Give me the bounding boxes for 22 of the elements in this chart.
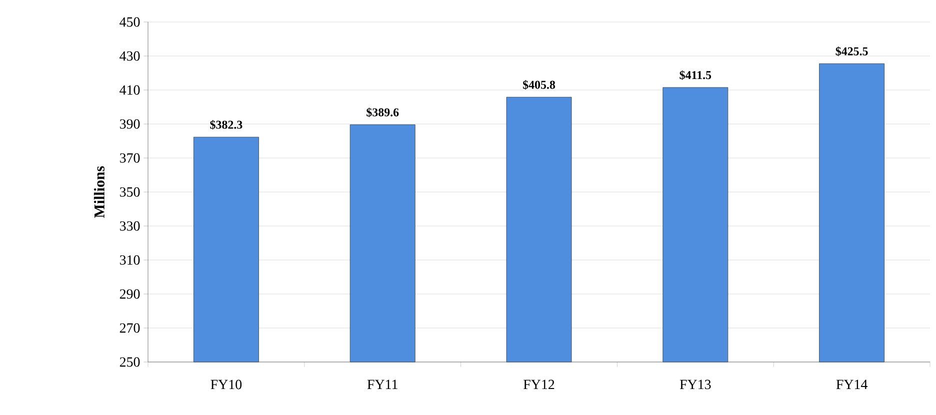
y-tick-label: 290 <box>120 289 140 299</box>
data-label: $425.5 <box>836 46 868 56</box>
y-tick-label: 370 <box>120 153 140 163</box>
y-tick-label: 330 <box>120 221 140 231</box>
y-axis-title: Millions <box>94 166 104 218</box>
y-tick-label: 310 <box>120 255 140 265</box>
y-tick-label: 270 <box>120 323 140 333</box>
data-label: $382.3 <box>210 120 242 130</box>
data-label: $411.5 <box>680 70 712 80</box>
y-tick-label: 430 <box>120 51 140 61</box>
data-label: $405.8 <box>522 80 556 90</box>
y-tick-label: 410 <box>120 85 140 95</box>
y-tick-label: 350 <box>120 187 140 197</box>
x-tick-label: FY12 <box>524 380 554 390</box>
y-tick-label: 250 <box>120 357 140 367</box>
y-tick-label: 390 <box>120 119 140 129</box>
y-tick-label: 450 <box>120 17 140 27</box>
x-tick-label: FY13 <box>680 380 711 390</box>
x-tick-label: FY14 <box>836 380 868 389</box>
x-tick-label: FY11 <box>367 380 398 389</box>
data-label: $389.6 <box>366 108 399 118</box>
x-tick-label: FY10 <box>210 380 242 390</box>
